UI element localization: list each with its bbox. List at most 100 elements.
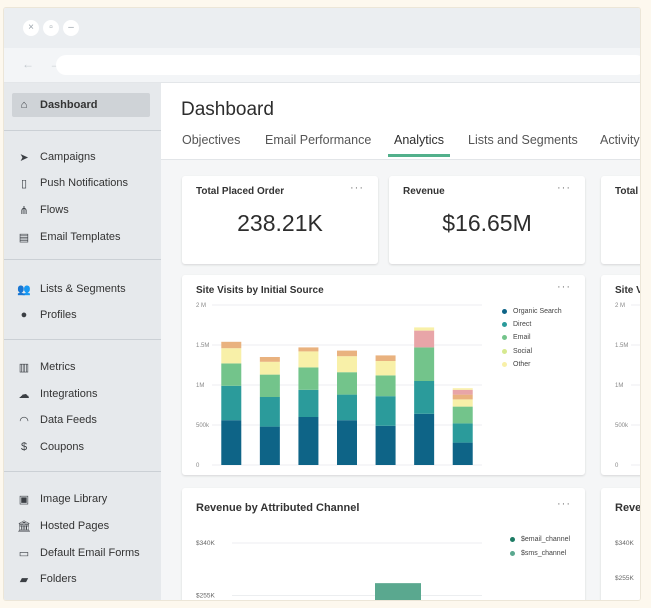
- sidebar-item-folders[interactable]: ▰ Folders: [12, 567, 150, 591]
- tab-email-performance[interactable]: Email Performance: [265, 133, 372, 147]
- y-tick-label: $255K: [615, 575, 634, 582]
- sidebar-item-default-email-forms[interactable]: ▭ Default Email Forms: [12, 541, 150, 565]
- sidebar-item-label: Dashboard: [40, 99, 98, 111]
- sidebar-divider: [4, 471, 161, 472]
- legend-item: Other: [502, 361, 531, 368]
- bar-segment: [414, 347, 435, 381]
- paper-plane-icon: ➤: [19, 151, 29, 164]
- y-tick-label: 0: [196, 463, 200, 469]
- sidebar-item-image-library[interactable]: ▣ Image Library: [12, 487, 150, 511]
- tab-analytics[interactable]: Analytics: [394, 133, 445, 147]
- bar-segment: [414, 381, 435, 414]
- legend-swatch: [510, 551, 515, 556]
- legend-swatch: [502, 335, 507, 340]
- bar-segment: [452, 388, 473, 390]
- bar-segment: [375, 375, 396, 397]
- address-bar: ← →: [4, 48, 640, 83]
- tab-objectives[interactable]: Objectives: [182, 133, 241, 147]
- legend-label: $email_channel: [521, 536, 571, 543]
- bar-segment: [221, 363, 242, 386]
- sidebar-item-integrations[interactable]: ☁ Integrations: [12, 382, 150, 406]
- app-window: × ▫ – ← → ⌂ Dashboard ➤ Campaigns ▯ Push…: [4, 8, 640, 600]
- main-content: Dashboard Objectives Email Performance A…: [161, 83, 640, 600]
- legend-label: Other: [513, 361, 531, 368]
- y-tick-label: $255K: [196, 593, 215, 600]
- legend-label: $sms_channel: [521, 550, 567, 557]
- sidebar-item-hosted-pages[interactable]: 🏛 Hosted Pages: [12, 514, 150, 538]
- close-icon[interactable]: ×: [23, 20, 39, 36]
- y-tick-label: 2 M: [196, 303, 206, 309]
- card-site-visits: Site Visits by Initial Source ··· 0 500k 1…: [182, 275, 585, 475]
- bar: [375, 583, 421, 600]
- bar-segment: [298, 367, 319, 390]
- y-tick-label: $340K: [196, 540, 215, 547]
- bar-segment: [337, 350, 357, 357]
- sidebar-item-label: Email Templates: [40, 231, 121, 243]
- user-icon: ●: [20, 309, 28, 321]
- users-icon: 👥: [17, 283, 31, 296]
- bar-segment: [259, 357, 280, 362]
- back-forward-icon[interactable]: ← →: [22, 57, 68, 71]
- y-tick-label: 1.5M: [196, 343, 209, 349]
- y-tick-label: 1.5M: [615, 343, 628, 349]
- card-title: Revenue: [403, 186, 445, 197]
- more-options-icon[interactable]: ···: [557, 281, 571, 293]
- sidebar-item-coupons[interactable]: $ Coupons: [12, 435, 150, 459]
- sidebar-item-label: Integrations: [40, 388, 98, 400]
- bar-segment: [452, 423, 473, 443]
- sidebar-item-data-feeds[interactable]: ◠ Data Feeds: [12, 408, 150, 432]
- y-tick-label: 500k: [615, 423, 629, 429]
- sidebar-item-label: Image Library: [40, 493, 108, 505]
- sidebar-item-email-templates[interactable]: ▤ Email Templates: [12, 225, 150, 249]
- bar-segment: [337, 372, 357, 395]
- sidebar-divider: [4, 130, 161, 131]
- sidebar-item-label: Hosted Pages: [40, 520, 110, 532]
- more-options-icon[interactable]: ···: [557, 498, 571, 510]
- sidebar-item-flows[interactable]: ⋔ Flows: [12, 198, 150, 222]
- y-tick-label: 2 M: [615, 303, 625, 309]
- tab-activity[interactable]: Activity: [600, 133, 640, 147]
- card-total-partial: Total: [601, 176, 640, 264]
- cloud-icon: ☁: [18, 388, 30, 401]
- sidebar-item-metrics[interactable]: ▥ Metrics: [12, 355, 150, 379]
- bar-segment: [221, 348, 242, 364]
- url-input[interactable]: [56, 55, 640, 75]
- more-options-icon[interactable]: ···: [557, 182, 571, 194]
- bar-segment: [337, 356, 357, 373]
- sidebar-item-profiles[interactable]: ● Profiles: [12, 303, 150, 327]
- legend-swatch: [502, 362, 507, 367]
- sidebar-item-label: Campaigns: [40, 151, 96, 163]
- tab-lists-and-segments[interactable]: Lists and Segments: [468, 133, 578, 147]
- bar-segment: [375, 355, 396, 361]
- sidebar-item-campaigns[interactable]: ➤ Campaigns: [12, 145, 150, 169]
- card-revenue-channel: Revenue by Attributed Channel ··· $340K $…: [182, 488, 585, 600]
- bar-segment: [452, 394, 473, 400]
- image-icon: ▣: [18, 493, 30, 506]
- kpi-value: 238.21K: [237, 210, 323, 236]
- legend-item: Email: [502, 334, 531, 341]
- bar-segment: [337, 420, 357, 465]
- bar-segment: [414, 413, 435, 465]
- more-options-icon[interactable]: ···: [350, 182, 364, 194]
- bar-segment: [452, 399, 473, 407]
- revenue-channel-partial-axis: $340K $255K: [615, 540, 634, 582]
- legend-swatch: [502, 349, 507, 354]
- site-visits-partial-axis: 2 M 1.5M 1M 500k 0: [615, 303, 640, 469]
- card-title: Total: [615, 186, 639, 197]
- legend-item: Organic Search: [502, 308, 562, 315]
- revenue-channel-chart: $340K $255K: [196, 540, 482, 600]
- sidebar-item-dashboard[interactable]: ⌂ Dashboard: [12, 93, 150, 117]
- bar-segment: [259, 374, 280, 397]
- minimize-icon[interactable]: ▫: [43, 20, 59, 36]
- chart-title: Reve: [615, 502, 640, 514]
- bar-segment: [337, 394, 357, 421]
- sidebar-item-label: Data Feeds: [40, 414, 97, 426]
- bar-segment: [259, 426, 280, 465]
- bar-segment: [221, 385, 242, 421]
- bar-segment: [452, 442, 473, 465]
- sidebar-item-lists-segments[interactable]: 👥 Lists & Segments: [12, 277, 150, 301]
- window-titlebar: × ▫ –: [4, 8, 640, 48]
- maximize-icon[interactable]: –: [63, 20, 79, 36]
- sidebar-item-push-notifications[interactable]: ▯ Push Notifications: [12, 171, 150, 195]
- chart-title: Revenue by Attributed Channel: [196, 502, 360, 514]
